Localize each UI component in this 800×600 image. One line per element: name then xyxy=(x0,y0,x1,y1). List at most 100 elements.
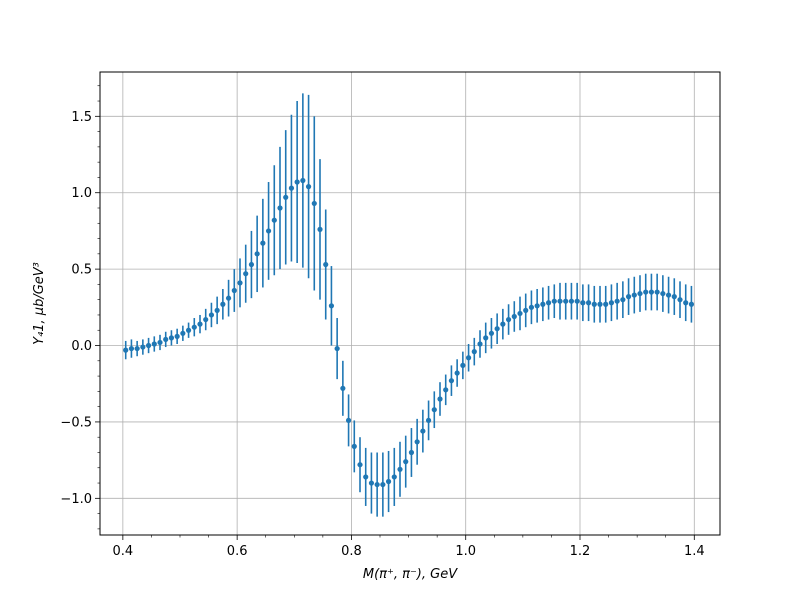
data-point xyxy=(511,313,517,320)
data-point xyxy=(677,297,683,303)
data-point xyxy=(334,345,340,352)
data-point xyxy=(311,200,317,207)
data-point xyxy=(368,480,375,486)
tick-labels: 0.4 0.6 0.8 1.0 1.2 1.4 −1.0 −0.5 0.0 0.5 1.0 1.5 xyxy=(60,110,704,559)
data-point xyxy=(665,292,672,298)
data-point xyxy=(568,298,575,304)
y-tick-label: 1.5 xyxy=(71,110,92,125)
data-point xyxy=(454,370,460,376)
data-point xyxy=(654,289,660,295)
data-point xyxy=(231,287,237,294)
data-point xyxy=(294,179,300,185)
data-point xyxy=(534,303,540,309)
data-point xyxy=(648,289,655,295)
data-point xyxy=(637,290,643,297)
data-point xyxy=(345,417,352,423)
data-point xyxy=(563,298,569,304)
grid xyxy=(100,72,720,535)
data-point xyxy=(174,333,180,339)
data-point xyxy=(494,326,500,332)
y-tick-label: 1.0 xyxy=(71,186,92,201)
data-point xyxy=(363,474,369,480)
data-points xyxy=(123,177,695,488)
data-point xyxy=(265,228,272,234)
data-point xyxy=(683,300,689,306)
data-point xyxy=(385,478,392,485)
data-point xyxy=(128,345,135,352)
data-point xyxy=(208,312,215,318)
data-point xyxy=(351,443,357,449)
data-point xyxy=(425,417,432,423)
y-tick-label: −1.0 xyxy=(60,492,92,507)
data-point xyxy=(163,336,169,343)
data-point xyxy=(203,316,209,323)
data-point xyxy=(123,347,129,353)
data-point xyxy=(517,310,523,317)
data-point xyxy=(591,301,597,307)
data-point xyxy=(380,481,386,488)
data-point xyxy=(288,185,295,191)
x-axis-label: M(π⁺, π⁻), GeV xyxy=(363,567,458,582)
data-point xyxy=(465,355,472,361)
data-point xyxy=(414,439,420,445)
data-point xyxy=(220,301,226,307)
data-point xyxy=(140,344,146,350)
data-point xyxy=(260,240,266,246)
data-point xyxy=(443,387,449,393)
data-point xyxy=(437,396,443,402)
data-point xyxy=(643,289,649,295)
y-tick-label: 0.0 xyxy=(71,339,92,354)
data-point xyxy=(620,297,626,303)
x-tick-label: 1.4 xyxy=(684,544,705,559)
y-tick-label: −0.5 xyxy=(60,415,92,430)
data-point xyxy=(460,362,466,368)
data-point xyxy=(431,407,437,413)
data-point xyxy=(408,449,415,456)
data-point xyxy=(283,194,289,200)
y-axis-label: Y₄1, μb/GeV³ xyxy=(32,262,47,345)
data-point xyxy=(374,481,380,488)
data-point xyxy=(671,294,677,300)
data-point xyxy=(580,300,586,306)
data-point xyxy=(168,335,175,341)
data-point xyxy=(545,300,552,306)
data-point xyxy=(505,316,512,323)
data-point xyxy=(391,474,397,480)
data-point xyxy=(145,342,152,349)
x-tick-label: 0.8 xyxy=(341,544,362,559)
data-point xyxy=(271,217,277,223)
data-point xyxy=(305,184,312,190)
data-point xyxy=(614,298,620,304)
data-point xyxy=(317,226,323,232)
data-point xyxy=(185,327,192,333)
plot-frame xyxy=(99,71,721,536)
data-point xyxy=(403,459,409,465)
data-point xyxy=(597,301,603,307)
x-tick-label: 0.4 xyxy=(113,544,134,559)
x-tick-label: 1.2 xyxy=(570,544,591,559)
data-point xyxy=(134,345,140,352)
data-point xyxy=(551,298,557,304)
data-point xyxy=(214,307,220,313)
data-point xyxy=(254,251,260,257)
data-point xyxy=(237,280,243,286)
data-point xyxy=(157,339,163,346)
data-point xyxy=(448,378,455,384)
data-point xyxy=(191,324,197,330)
data-point xyxy=(300,177,306,184)
data-point xyxy=(528,304,535,310)
data-point xyxy=(151,341,157,347)
data-point xyxy=(603,301,609,307)
data-point xyxy=(574,298,580,304)
data-point xyxy=(225,295,232,301)
data-point xyxy=(328,303,335,309)
data-point xyxy=(625,294,632,300)
x-tick-label: 0.6 xyxy=(227,544,248,559)
data-point xyxy=(688,301,695,307)
data-point xyxy=(197,321,203,327)
data-point xyxy=(340,385,346,391)
data-point xyxy=(277,205,283,211)
data-point xyxy=(631,292,637,298)
y-tick-label: 0.5 xyxy=(71,263,92,278)
